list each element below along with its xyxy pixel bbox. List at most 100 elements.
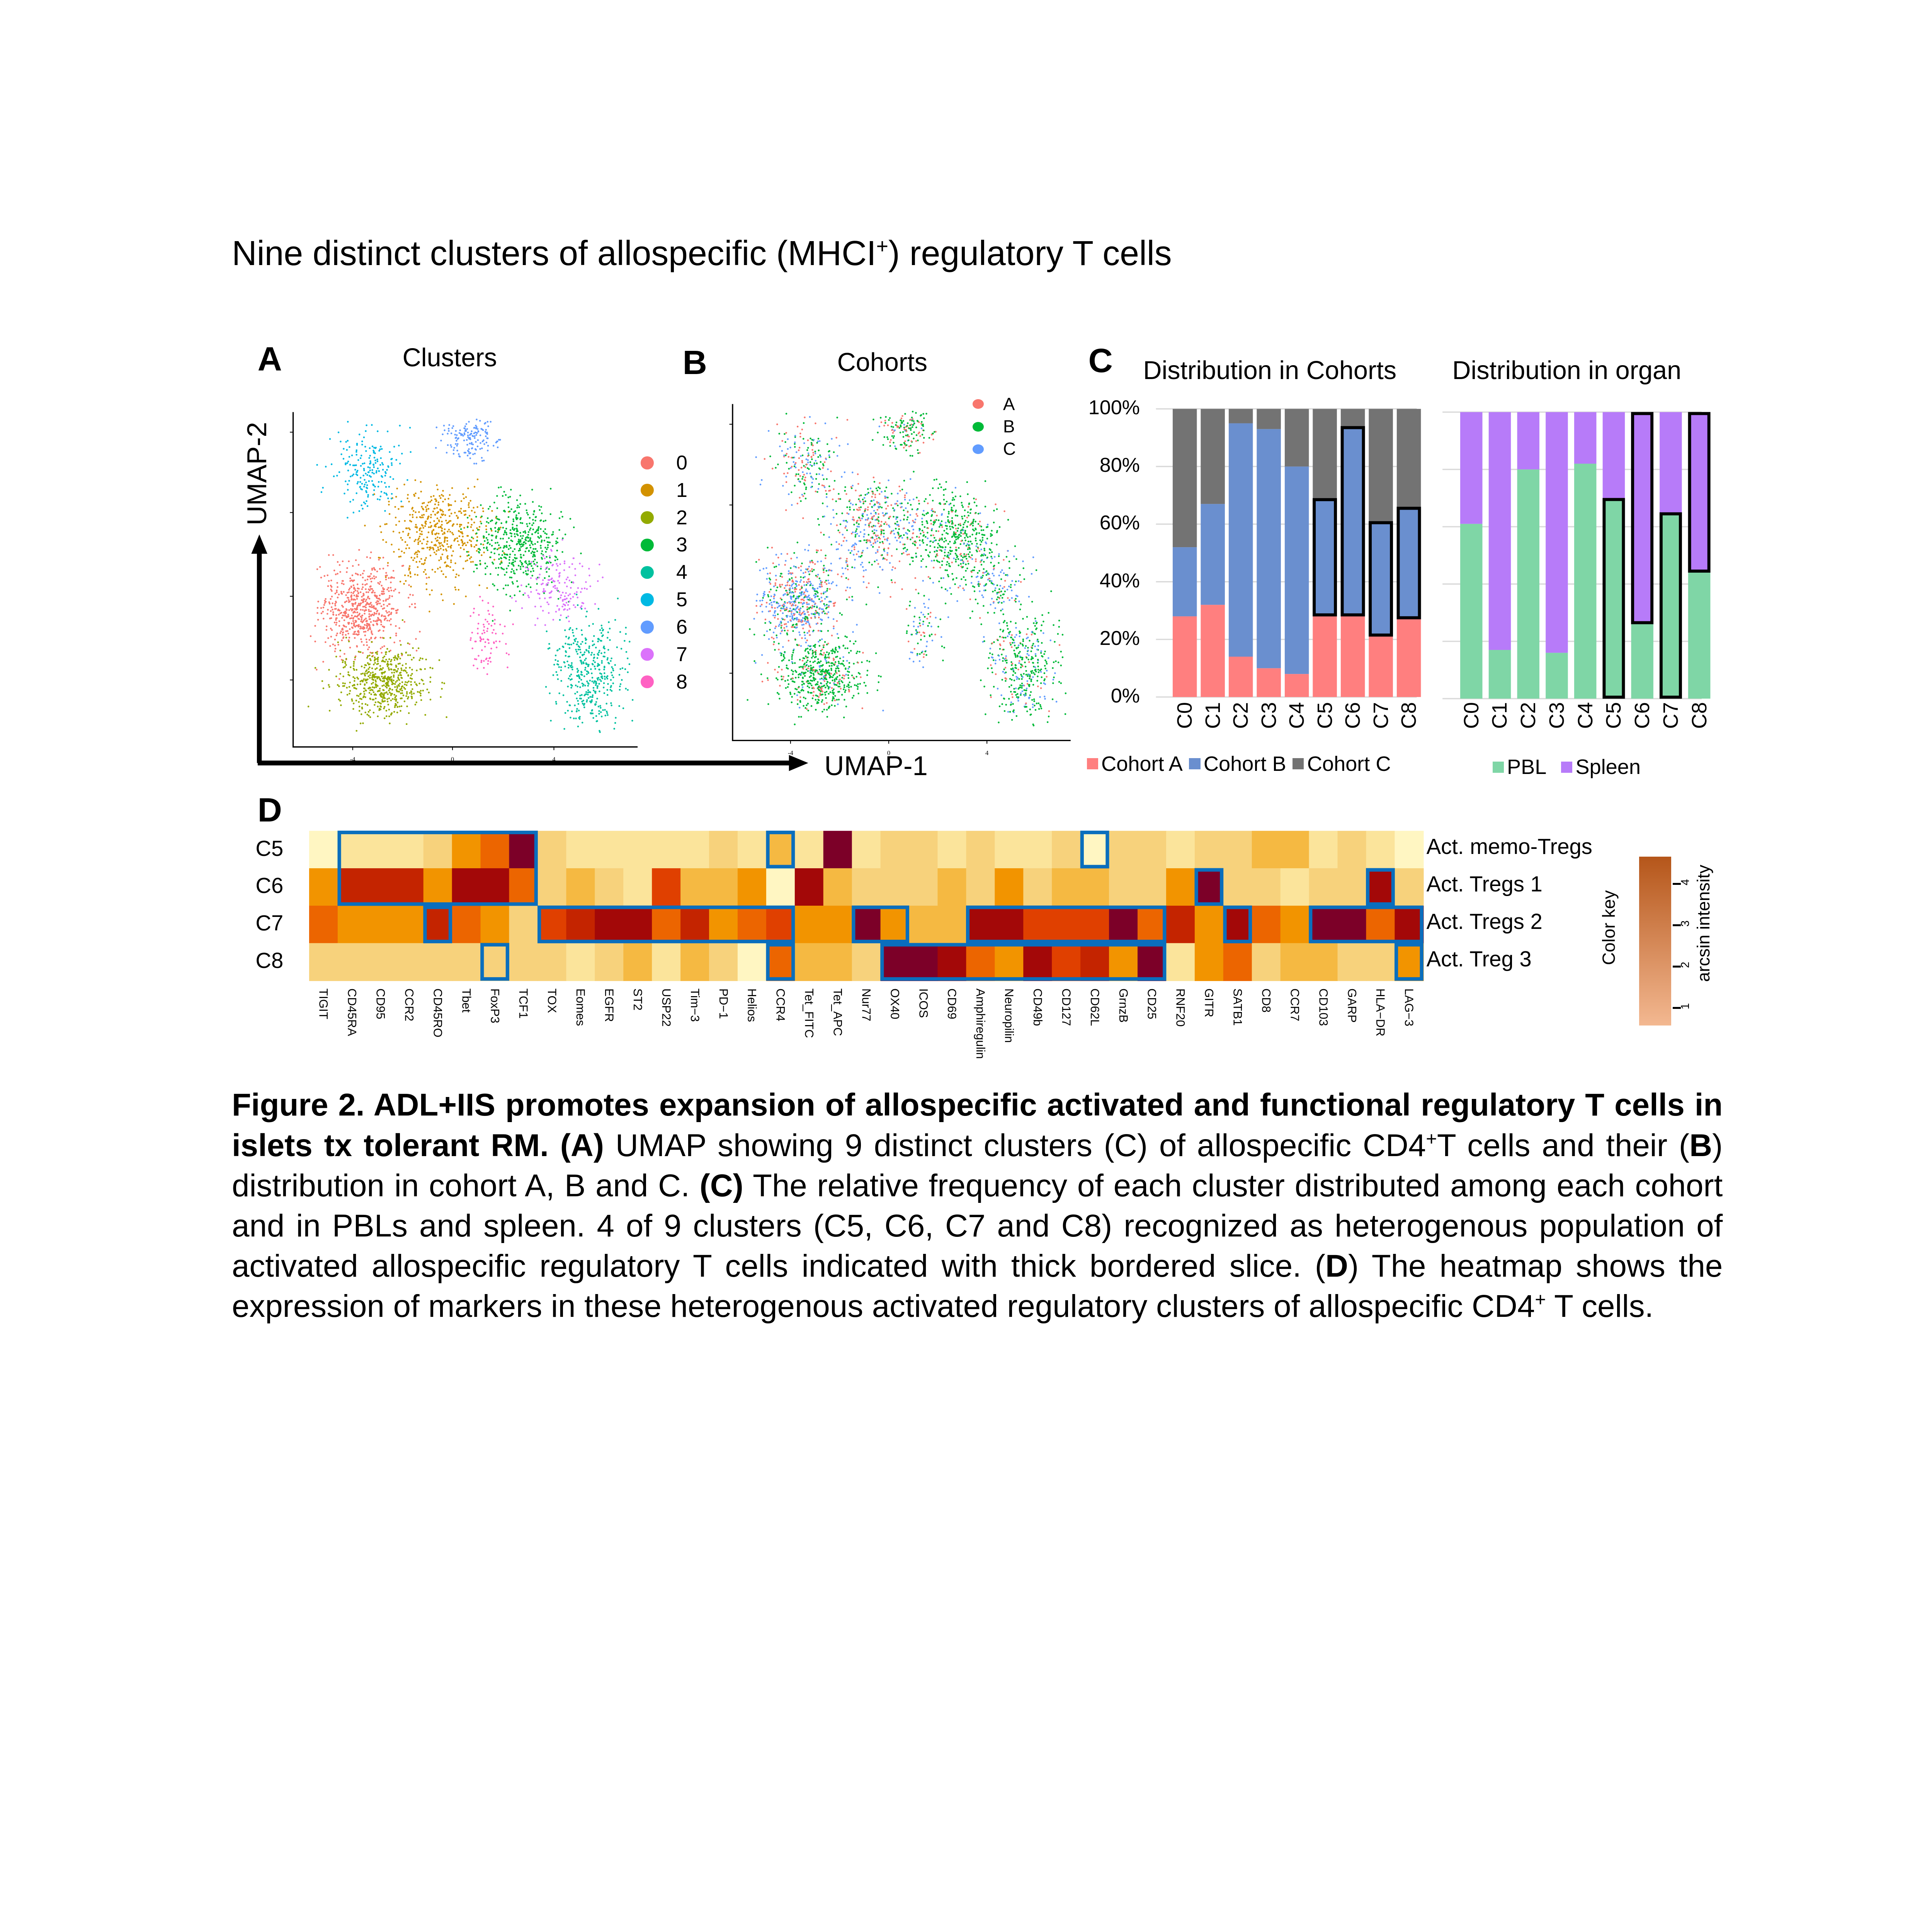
cluster-1-point [437, 504, 440, 506]
cluster-2-point [397, 676, 399, 679]
cluster-0-point [354, 603, 356, 605]
cluster-1-point [385, 541, 387, 543]
cluster-2-point [382, 689, 384, 691]
cluster-0-point [357, 614, 359, 616]
cluster-1-point [418, 537, 420, 539]
cluster-0-point [320, 607, 322, 609]
cluster-0-point [401, 565, 403, 567]
cluster-1-point [421, 506, 423, 508]
cluster-1-point [429, 549, 431, 551]
cluster-0-point [328, 601, 330, 603]
cluster-2-point [381, 672, 383, 674]
cluster-0-point [362, 586, 364, 588]
cluster-1-point [458, 544, 460, 546]
cluster-0-point [354, 620, 357, 622]
cluster-1-point [439, 497, 442, 499]
cluster-2-point [446, 716, 447, 718]
cluster-0-point [339, 612, 341, 614]
cluster-1-point [400, 555, 402, 558]
cluster-2-point [379, 705, 381, 707]
cluster-2-point [398, 684, 400, 686]
cluster-1-point [442, 545, 444, 547]
cluster-0-point [391, 577, 393, 579]
cluster-0-point [347, 633, 349, 635]
cluster-1-point [473, 486, 476, 488]
cluster-0-point [342, 580, 344, 582]
cluster-1-point [424, 522, 426, 524]
cluster-1-point [405, 580, 407, 582]
cluster-0-point [334, 608, 336, 610]
cluster-0-point [369, 575, 371, 577]
cluster-1-point [430, 547, 432, 549]
cluster-2-point [384, 671, 386, 673]
cluster-1-point [467, 522, 469, 524]
cluster-2-point [365, 689, 367, 692]
cluster-1-point [430, 496, 432, 498]
cluster-0-point [370, 551, 372, 553]
cluster-2-point [382, 677, 384, 680]
cluster-0-point [349, 580, 351, 582]
cluster-0-point [399, 640, 401, 642]
cluster-2-point [385, 709, 388, 712]
cluster-2-point [394, 696, 396, 699]
cluster-1-point [462, 544, 464, 546]
cluster-0-point [357, 631, 359, 633]
cluster-2-point [363, 690, 365, 693]
cluster-1-point [425, 583, 427, 585]
cluster-0-point [330, 585, 332, 587]
cluster-1-point [491, 510, 493, 512]
cluster-1-point [463, 548, 465, 551]
axis-line [732, 404, 1071, 742]
cluster-1-point [482, 544, 484, 546]
cluster-2-point [344, 666, 346, 668]
cluster-0-point [360, 602, 362, 604]
cluster-2-point [314, 667, 316, 669]
cluster-0-point [373, 575, 375, 577]
cluster-0-point [346, 609, 348, 611]
cluster-0-point [357, 634, 359, 636]
cluster-0-point [367, 629, 369, 631]
cluster-0-point [332, 602, 333, 604]
cluster-0-point [342, 636, 345, 638]
cluster-0-point [352, 592, 354, 594]
cluster-1-point [422, 509, 424, 510]
cluster-2-point [342, 661, 344, 663]
cluster-2-point [383, 717, 386, 719]
cluster-1-point [449, 494, 451, 496]
cluster-0-point [328, 580, 330, 582]
cluster-1-point [392, 531, 395, 532]
cluster-2-point [397, 690, 399, 693]
cluster-0-point [359, 604, 361, 607]
cluster-2-point [356, 694, 358, 697]
cluster-1-point [481, 554, 483, 556]
cluster-0-point [320, 612, 323, 614]
cluster-2-point [359, 697, 361, 700]
cluster-2-point [396, 701, 399, 704]
cluster-1-point [412, 510, 415, 512]
cluster-2-point [418, 659, 420, 661]
cluster-1-point [464, 560, 467, 562]
cluster-0-point [393, 590, 395, 592]
cluster-2-point [379, 702, 381, 704]
cluster-2-point [388, 689, 390, 692]
cluster-2-point [390, 694, 392, 696]
cluster-1-point [453, 540, 455, 542]
cluster-2-point [418, 682, 420, 685]
cluster-2-point [429, 676, 432, 679]
cluster-0-point [363, 594, 365, 596]
cluster-0-point [342, 624, 345, 626]
cluster-0-point [335, 624, 337, 626]
cluster-0-point [370, 602, 372, 604]
cluster-1-point [447, 503, 449, 505]
cluster-2-point [382, 667, 384, 669]
cluster-1-point [445, 548, 447, 550]
cluster-1-point [447, 521, 449, 524]
cluster-2-point [406, 697, 409, 700]
cluster-1-point [456, 537, 458, 539]
cluster-0-point [368, 603, 370, 605]
cluster-0-point [381, 614, 383, 616]
cluster-1-point [441, 544, 443, 546]
cluster-0-point [371, 588, 373, 590]
cluster-1-point [431, 569, 434, 571]
cluster-1-point [476, 527, 478, 529]
